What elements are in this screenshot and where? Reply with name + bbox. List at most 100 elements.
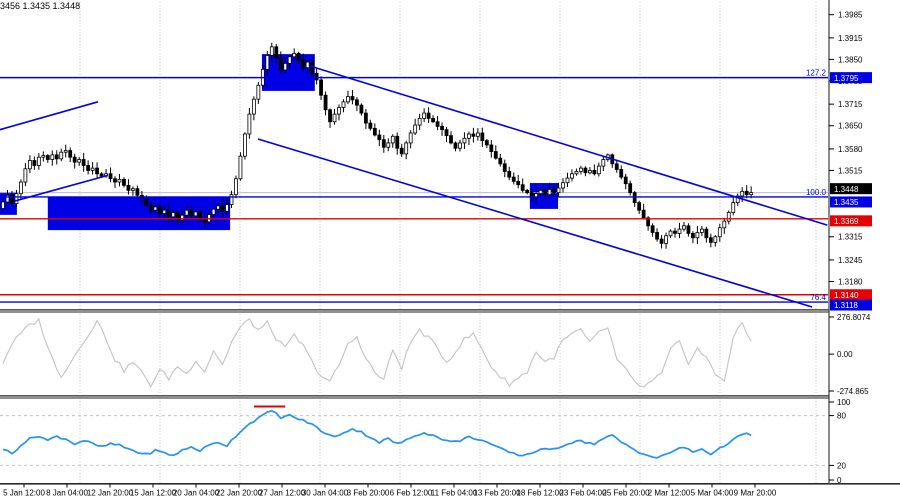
indicator2-scale-label: 100 xyxy=(837,398,851,407)
time-tick-label: 6 Feb 12:00 xyxy=(390,489,433,498)
candle-body xyxy=(511,176,516,182)
panel-separator[interactable] xyxy=(0,395,900,400)
price-badge-label: 1.3140 xyxy=(834,291,859,300)
candle-body xyxy=(117,178,122,183)
candle-body xyxy=(708,237,713,243)
candle-body xyxy=(108,173,113,180)
price-badge-label: 1.3118 xyxy=(834,301,858,310)
candle-body xyxy=(265,55,270,70)
candle-body xyxy=(668,230,673,237)
candle-body xyxy=(691,233,695,239)
candle-body xyxy=(673,230,677,234)
candle-body xyxy=(77,159,82,163)
candle-body xyxy=(359,104,364,114)
candle-body xyxy=(377,134,382,141)
time-tick-label: 9 Mar 20:00 xyxy=(734,489,777,498)
candle-body xyxy=(592,170,597,175)
time-tick-label: 5 Jan 12:00 xyxy=(3,489,45,498)
candle-body xyxy=(157,206,162,214)
indicator2-scale-label: 20 xyxy=(837,461,846,470)
candle-body xyxy=(175,212,180,221)
candle-body xyxy=(574,171,579,175)
candle-body xyxy=(251,98,256,115)
candle-body xyxy=(355,99,359,106)
candle-body xyxy=(368,122,373,129)
candle-body xyxy=(740,190,745,197)
candle-body xyxy=(395,135,400,149)
ascending-channel-upper[interactable] xyxy=(0,101,99,131)
candle-body xyxy=(148,204,153,211)
candle-body xyxy=(570,173,574,179)
ohlc-readout: 3456 1.3435 1.3448 xyxy=(0,1,81,11)
candle-body xyxy=(41,155,46,158)
candle-body xyxy=(45,155,50,160)
candle-body xyxy=(440,125,444,131)
candle-body xyxy=(538,189,543,195)
candle-body xyxy=(744,190,749,196)
candle-body xyxy=(198,211,203,219)
candle-body xyxy=(552,188,556,194)
candle-body xyxy=(699,228,704,233)
candle-body xyxy=(122,178,126,186)
candle-body xyxy=(467,133,471,139)
candle-body xyxy=(498,157,503,165)
time-tick-label: 8 Jan 04:00 xyxy=(46,489,88,498)
candle-body xyxy=(713,236,718,243)
axis-tick-label: 1.3580 xyxy=(838,145,863,154)
descending-channel-lower[interactable] xyxy=(257,138,813,308)
grid-layer xyxy=(79,2,817,483)
candle-body xyxy=(363,112,368,124)
candle-body xyxy=(655,232,659,240)
candle-body xyxy=(502,163,507,172)
candle-body xyxy=(296,53,301,61)
candle-body xyxy=(1,201,5,209)
candle-body xyxy=(458,142,462,149)
candle-body xyxy=(220,205,225,212)
zone-box-jan[interactable] xyxy=(47,196,231,231)
price-axis: 1.39851.39151.38501.37851.37151.36501.35… xyxy=(828,0,900,485)
candle-body xyxy=(180,214,185,221)
time-axis-line xyxy=(0,483,900,485)
candle-body xyxy=(292,53,297,58)
candle-body xyxy=(328,109,332,123)
panel-separator[interactable] xyxy=(0,309,900,314)
candle-body xyxy=(278,57,283,71)
price-badge xyxy=(830,72,872,84)
ascending-channel-lower[interactable] xyxy=(14,174,109,202)
candle-body xyxy=(516,180,521,186)
candle-body xyxy=(372,127,377,136)
candle-body xyxy=(601,159,606,167)
candle-body xyxy=(408,132,413,144)
candle-body xyxy=(238,155,243,180)
candle-body xyxy=(749,192,754,196)
candle-body xyxy=(274,46,279,59)
price-badge xyxy=(830,289,872,301)
candle-body xyxy=(193,211,198,217)
time-tick-label: 2 Mar 12:00 xyxy=(648,489,691,498)
time-tick-label: 11 Feb 04:00 xyxy=(431,489,478,498)
candle-body xyxy=(341,101,346,108)
indicator2-scale-label: 0 xyxy=(837,476,842,485)
candle-body xyxy=(144,198,149,206)
candle-body xyxy=(628,183,633,194)
indicator1-scale-label: 276.8074 xyxy=(837,313,871,322)
candle-body xyxy=(435,121,440,127)
axis-tick-label: 1.3985 xyxy=(838,11,863,20)
candle-body xyxy=(36,156,41,166)
candle-body xyxy=(677,228,682,234)
axis-tick-label: 1.3715 xyxy=(838,100,863,109)
descending-channel-upper[interactable] xyxy=(309,65,828,226)
candle-body xyxy=(637,202,642,211)
candle-body xyxy=(422,112,427,119)
candle-body xyxy=(444,129,449,137)
candle-body xyxy=(659,238,664,244)
candle-body xyxy=(462,137,467,144)
candle-body xyxy=(283,62,288,71)
candle-body xyxy=(234,178,238,196)
candle-body xyxy=(386,142,391,148)
candle-body xyxy=(686,225,691,234)
candle-body xyxy=(319,79,323,96)
